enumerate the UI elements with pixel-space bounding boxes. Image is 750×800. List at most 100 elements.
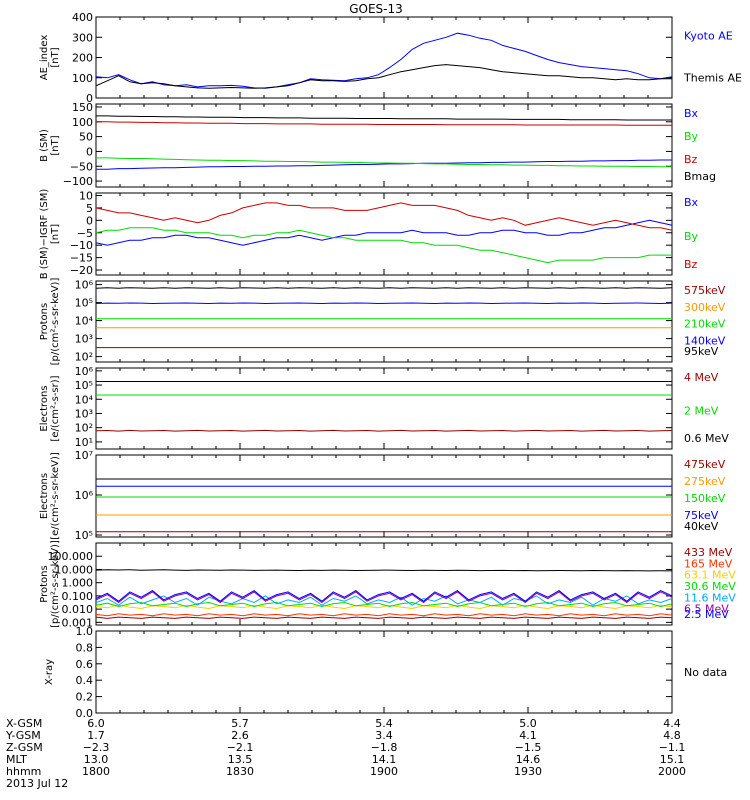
date-label: 2013 Jul 12	[6, 777, 68, 790]
y-tick-label: −10	[70, 239, 93, 252]
y-tick-label: 10³	[75, 407, 93, 420]
series-line-bx	[95, 219, 673, 246]
ephemeris-value: −2.3	[83, 741, 110, 754]
legend-themis-ae: Themis AE	[683, 72, 742, 85]
y-tick-label: −5	[77, 227, 93, 240]
legend-300kev: 300keV	[684, 301, 726, 314]
y-axis-label: Electrons	[39, 473, 50, 519]
legend-275kev: 275keV	[684, 475, 726, 488]
y-tick-label: 0.6	[76, 658, 94, 671]
legend-575kev: 575keV	[684, 284, 726, 297]
y-axis-label: [nT]	[50, 47, 61, 67]
y-tick-label: 10⁷	[75, 449, 93, 462]
legend-bx: Bx	[684, 196, 699, 209]
ephemeris-value: 1.7	[87, 729, 105, 742]
y-axis-label: AE_index	[39, 35, 50, 81]
series-line-themis-ae	[95, 64, 672, 89]
ephemeris-row-label: Y-GSM	[5, 729, 41, 742]
y-axis-label: [e/(cm²-s-sr)]	[50, 375, 61, 441]
ephemeris-value: 5.4	[375, 717, 393, 730]
y-tick-label: 10⁶	[75, 365, 94, 378]
legend-75kev: 75keV	[684, 509, 719, 522]
ephemeris-value: 14.1	[372, 753, 397, 766]
y-tick-label: 0.4	[76, 674, 94, 687]
panel-frame	[95, 16, 673, 99]
ephemeris-value: 13.0	[84, 753, 109, 766]
series-line-140kev	[95, 302, 673, 305]
y-tick-label: −100	[63, 175, 93, 188]
series-line-bx	[96, 159, 672, 170]
y-axis-label: [p/(cm²-s-sr-keV)]	[50, 278, 61, 366]
series-line-433-mev	[95, 616, 673, 619]
legend-by: By	[684, 130, 699, 143]
legend-bz: Bz	[684, 258, 698, 271]
y-tick-label: −20	[70, 264, 93, 277]
y-tick-label: 1.0	[76, 625, 94, 638]
series-line-6-5-mev	[95, 591, 673, 604]
series-line-by	[96, 157, 672, 168]
ephemeris-value: 15.1	[660, 753, 685, 766]
series-line-bz	[95, 202, 673, 231]
y-tick-label: 0.0	[76, 707, 94, 720]
legend-6-5-mev: 6.5 MeV	[684, 603, 729, 616]
y-tick-label: 10.000	[55, 563, 94, 576]
ephemeris-row-label: MLT	[6, 753, 27, 766]
y-tick-label: 10⁵	[75, 529, 93, 542]
y-tick-label: 1.000	[62, 577, 94, 590]
y-tick-label: −15	[70, 252, 93, 265]
ephemeris-value: 4.1	[519, 729, 537, 742]
ephemeris-value: −1.8	[371, 741, 398, 754]
y-tick-label: 0.2	[76, 691, 94, 704]
ephemeris-value: −1.5	[515, 741, 542, 754]
ephemeris-value: 5.0	[519, 717, 537, 730]
legend-by: By	[684, 230, 699, 243]
y-axis-label: Protons	[39, 303, 50, 340]
y-tick-label: 0.100	[62, 590, 94, 603]
ephemeris-row-label: Z-GSM	[6, 741, 43, 754]
y-tick-label: 50	[79, 131, 93, 144]
y-tick-label: 10⁵	[75, 379, 93, 392]
series-line-165-mev	[95, 613, 673, 617]
ephemeris-value: 1900	[370, 765, 398, 778]
panel-frame	[95, 542, 673, 626]
y-tick-label: 10	[79, 189, 93, 202]
ephemeris-value: 1800	[82, 765, 110, 778]
ephemeris-value: −2.1	[227, 741, 254, 754]
panel-frame	[95, 630, 673, 714]
y-tick-label: 5	[86, 202, 93, 215]
ephemeris-row-label: X-GSM	[6, 717, 42, 730]
legend-95kev: 95keV	[684, 345, 719, 358]
y-tick-label: 10⁴	[75, 315, 94, 328]
y-axis-label: [nT]	[50, 135, 61, 155]
ephemeris-value: 14.6	[516, 753, 541, 766]
legend-433-mev: 433 MeV	[684, 546, 733, 559]
y-tick-label: 0	[86, 214, 93, 227]
y-tick-label: 150	[72, 101, 93, 114]
legend-kyoto-ae: Kyoto AE	[684, 30, 733, 43]
panel-1: 0 100 200 300 400 AE_index [nT] Kyoto AE Themis …	[39, 11, 742, 105]
legend-63-1-mev: 63.1 MeV	[684, 569, 736, 582]
series-line-bz	[96, 121, 672, 126]
legend-30-6-mev: 30.6 MeV	[684, 580, 736, 593]
ephemeris-value: 2.6	[231, 729, 249, 742]
ephemeris-axis: X-GSM 6.0 5.7 5.4 5.0 4.4 Y-GSM 1.7 2.6 3.4 4.1 4.8…	[5, 717, 686, 790]
series-line-2-5-mev	[95, 589, 673, 602]
legend-210kev: 210keV	[684, 318, 726, 331]
y-tick-label: 10⁶	[75, 279, 94, 292]
ephemeris-value: 1830	[226, 765, 254, 778]
y-axis-label: [p/(cm²-s-sr-keV)]	[50, 540, 61, 628]
ephemeris-value: 1930	[514, 765, 542, 778]
y-axis-label: Protons	[39, 565, 50, 602]
legend-2-5-mev: 2.5 MeV	[684, 608, 729, 621]
y-tick-label: 200	[72, 52, 93, 65]
series-line-unlabeled-7	[95, 569, 673, 572]
panel-6: 10⁵ 10⁶ 10⁷ Electrons [e/(cm²-s-sr-keV)] 475k…	[39, 449, 726, 542]
ephemeris-row-label: hhmm	[6, 765, 41, 778]
y-axis-label: B (SM)	[39, 129, 50, 162]
panel-8: 0.0 0.2 0.4 0.6 0.8 1.0 X-ray No data	[44, 625, 727, 720]
